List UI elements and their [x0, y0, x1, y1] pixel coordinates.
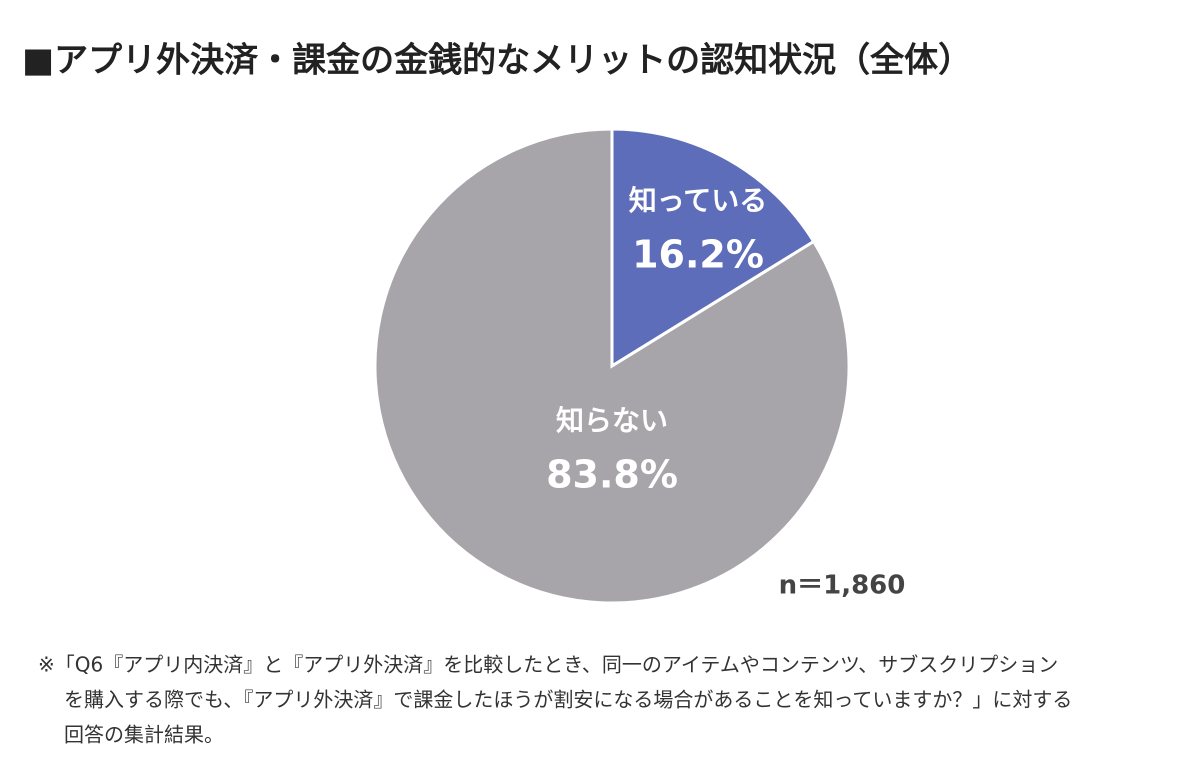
footnote-line: ※「Q6『アプリ内決済』と『アプリ外決済』を比較したとき、同一のアイテムやコンテ… [38, 653, 1058, 677]
slice-label: 知らない [556, 404, 668, 437]
footnote-line: 回答の集計結果。 [64, 723, 224, 747]
chart-title: ■アプリ外決済・課金の金銭的なメリットの認知状況（全体） [22, 41, 972, 81]
footnote: ※「Q6『アプリ内決済』と『アプリ外決済』を比較したとき、同一のアイテムやコンテ… [38, 653, 1072, 747]
pie-slice [373, 127, 851, 605]
slice-value: 83.8% [546, 453, 678, 497]
footnote-line: を購入する際でも、『アプリ外決済』で課金したほうが割安になる場合があることを知っ… [64, 688, 1072, 712]
slice-value: 16.2% [632, 233, 764, 277]
slice-label: 知っている [629, 184, 768, 217]
sample-size: n＝1,860 [779, 571, 906, 601]
pie-slice [610, 127, 816, 369]
